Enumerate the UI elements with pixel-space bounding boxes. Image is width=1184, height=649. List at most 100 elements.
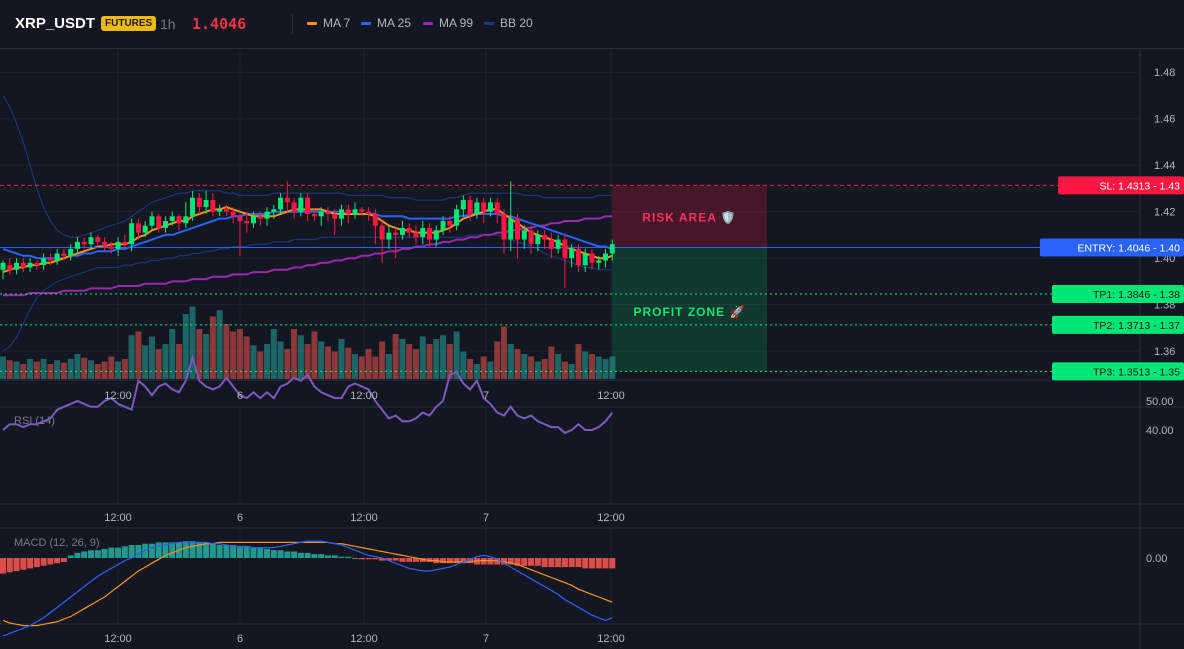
price-tick-label: 1.42 <box>1154 207 1175 219</box>
time-tick-label: 12:00 <box>104 512 132 524</box>
volume-bar <box>365 349 372 379</box>
legend-ma7[interactable]: MA 7 <box>307 16 350 30</box>
volume-bar <box>514 349 521 379</box>
candle-body <box>278 197 284 210</box>
macd-histogram-bar <box>257 547 264 558</box>
volume-bar <box>142 345 149 379</box>
macd-histogram-bar <box>135 545 142 558</box>
candle-body <box>176 216 182 224</box>
volume-bar <box>548 346 555 379</box>
volume-bar <box>358 356 365 379</box>
symbol-name[interactable]: XRP_USDT <box>15 15 96 32</box>
time-tick-label: 12:00 <box>104 633 132 645</box>
volume-bar <box>0 356 6 379</box>
legend-swatch <box>484 21 494 25</box>
candle-body <box>183 216 189 224</box>
candle-body <box>190 197 196 217</box>
candle-body <box>217 209 223 212</box>
candle-body <box>582 253 588 266</box>
candle-body <box>7 265 13 270</box>
macd-histogram-bar <box>345 556 352 558</box>
volume-bar <box>297 335 304 379</box>
macd-histogram-bar <box>6 558 13 573</box>
volume-bar <box>399 339 406 379</box>
legend-swatch <box>307 21 317 25</box>
volume-bar <box>338 339 345 379</box>
legend-bb20[interactable]: BB 20 <box>484 16 533 30</box>
volume-bars <box>0 306 616 379</box>
legend-ma99[interactable]: MA 99 <box>423 16 473 30</box>
tp1-tag-label: TP1: 1.3846 - 1.38 <box>1093 289 1180 301</box>
macd-histogram-bar <box>304 552 311 558</box>
legend-ma25[interactable]: MA 25 <box>361 16 411 30</box>
volume-bar <box>284 349 291 379</box>
sl-tag-label: SL: 1.4313 - 1.43 <box>1099 180 1180 192</box>
chart-area[interactable]: RISK AREA 🛡️ PROFIT ZONE 🚀 RSI (14) MACD … <box>0 49 1184 649</box>
ma99-line <box>3 215 613 297</box>
volume-bar <box>311 331 318 379</box>
candle-body <box>366 211 372 214</box>
macd-histogram-bar <box>162 542 169 558</box>
macd-histogram-bar <box>419 558 426 562</box>
time-tick-label: 12:00 <box>350 512 378 524</box>
macd-histogram-bar <box>33 558 40 568</box>
macd-histogram-bar <box>169 542 176 558</box>
time-tick-label: 12:00 <box>350 633 378 645</box>
volume-bar <box>575 344 582 379</box>
candle-body <box>54 253 60 261</box>
macd-histogram-bar <box>40 558 47 566</box>
tp3-tag-label: TP3: 1.3513 - 1.35 <box>1093 366 1180 378</box>
macd-histogram-bar <box>338 556 345 558</box>
volume-bar <box>54 360 61 379</box>
tp2-tag-label: TP2: 1.3713 - 1.37 <box>1093 320 1180 332</box>
volume-bar <box>264 344 271 379</box>
macd-histogram-bar <box>216 545 223 558</box>
volume-bar <box>534 361 541 379</box>
macd-histogram-bar <box>392 558 399 561</box>
volume-bar <box>250 345 257 379</box>
rsi-tick-label: 40.00 <box>1146 425 1174 437</box>
volume-bar <box>582 351 589 379</box>
time-tick-label: 12:00 <box>350 390 378 402</box>
macd-histogram-bar <box>602 558 609 569</box>
volume-bar <box>182 314 189 379</box>
price-tick-label: 1.48 <box>1154 67 1175 79</box>
volume-bar <box>487 361 494 379</box>
macd-histogram-bar <box>94 550 101 558</box>
candle-body <box>27 262 33 268</box>
volume-bar <box>27 359 34 379</box>
candle-body <box>474 202 480 214</box>
candle-body <box>562 239 568 259</box>
volume-bar <box>6 360 13 379</box>
macd-histogram-bar <box>609 558 616 569</box>
macd-histogram-bar <box>426 558 433 562</box>
candle-body <box>575 248 581 266</box>
tp1-tag-bg <box>1052 284 1184 303</box>
sl-tag-bg <box>1058 176 1184 195</box>
candle-body <box>372 214 378 226</box>
candle-body <box>521 230 527 240</box>
chart-header: XRP_USDT FUTURES 1h 1.4046 MA 7 MA 25 MA… <box>0 0 1184 49</box>
candle-body <box>81 241 87 245</box>
volume-bar <box>148 336 155 379</box>
macd-histogram-bar <box>561 558 568 568</box>
candle-body <box>196 197 202 208</box>
volume-bar <box>609 356 616 379</box>
time-tick-label: 6 <box>237 390 243 402</box>
volume-bar <box>541 359 548 379</box>
interval-selector[interactable]: 1h <box>160 16 176 32</box>
volume-bar <box>494 341 501 379</box>
macd-histogram-bar <box>528 558 535 566</box>
candle-body <box>223 209 229 212</box>
volume-bar <box>67 359 74 379</box>
macd-histogram-bar <box>54 558 61 564</box>
volume-bar <box>304 344 311 379</box>
macd-histogram-bar <box>277 550 284 558</box>
volume-bar <box>169 329 176 379</box>
candle-body <box>393 232 399 235</box>
volume-bar <box>176 344 183 379</box>
volume-bar <box>121 359 128 379</box>
candle-body <box>68 248 74 256</box>
candle-body <box>325 211 331 214</box>
macd-histogram-bar <box>487 558 494 565</box>
